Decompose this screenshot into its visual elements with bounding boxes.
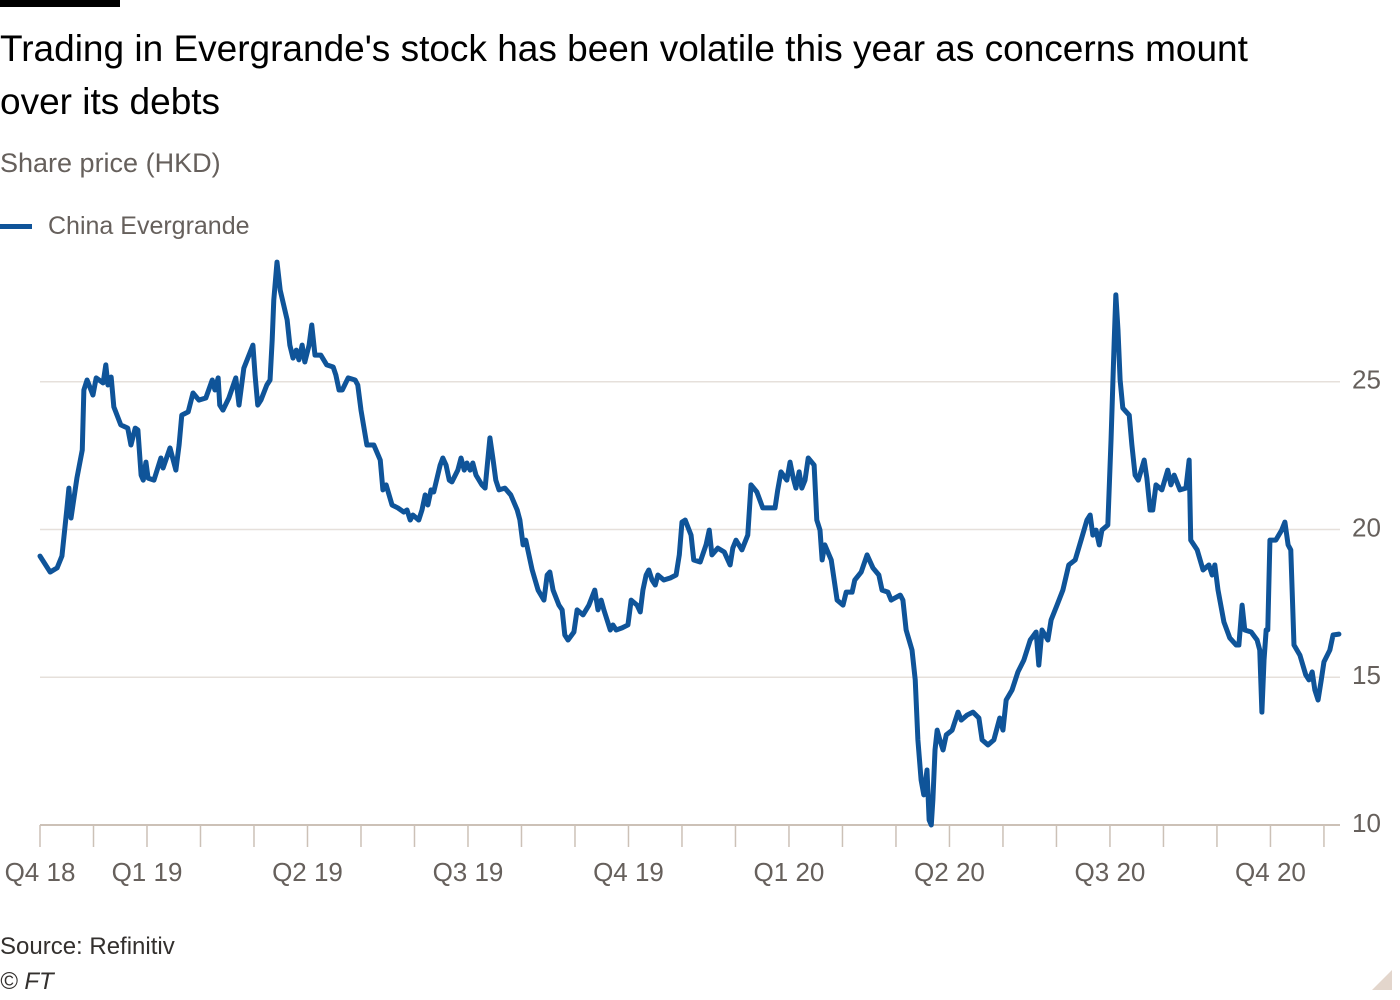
x-tick-label: Q3 20 — [1075, 857, 1146, 887]
legend: China Evergrande — [0, 212, 250, 241]
y-tick-label: 10 — [1352, 808, 1381, 838]
x-tick-label: Q2 20 — [914, 857, 985, 887]
price-line — [37, 259, 1342, 828]
top-bar — [0, 0, 120, 7]
x-tick-label: Q1 20 — [754, 857, 825, 887]
x-tick-label: Q4 20 — [1235, 857, 1306, 887]
corner-mark — [1372, 970, 1392, 990]
chart-title: Trading in Evergrande's stock has been v… — [0, 28, 1248, 122]
y-tick-label: 15 — [1352, 660, 1381, 690]
y-tick-label: 25 — [1352, 365, 1381, 395]
x-tick-label: Q2 19 — [272, 857, 343, 887]
chart-subtitle: Share price (HKD) — [0, 148, 221, 178]
x-tick-label: Q4 19 — [593, 857, 664, 887]
source: Source: Refinitiv — [0, 933, 175, 960]
credit: © FT — [0, 968, 54, 995]
legend-swatch — [0, 224, 32, 229]
x-tick-label: Q3 19 — [433, 857, 504, 887]
x-tick-label: Q4 18 — [5, 857, 76, 887]
x-tick-label: Q1 19 — [112, 857, 183, 887]
legend-label: China Evergrande — [48, 212, 250, 240]
y-tick-label: 20 — [1352, 512, 1381, 542]
